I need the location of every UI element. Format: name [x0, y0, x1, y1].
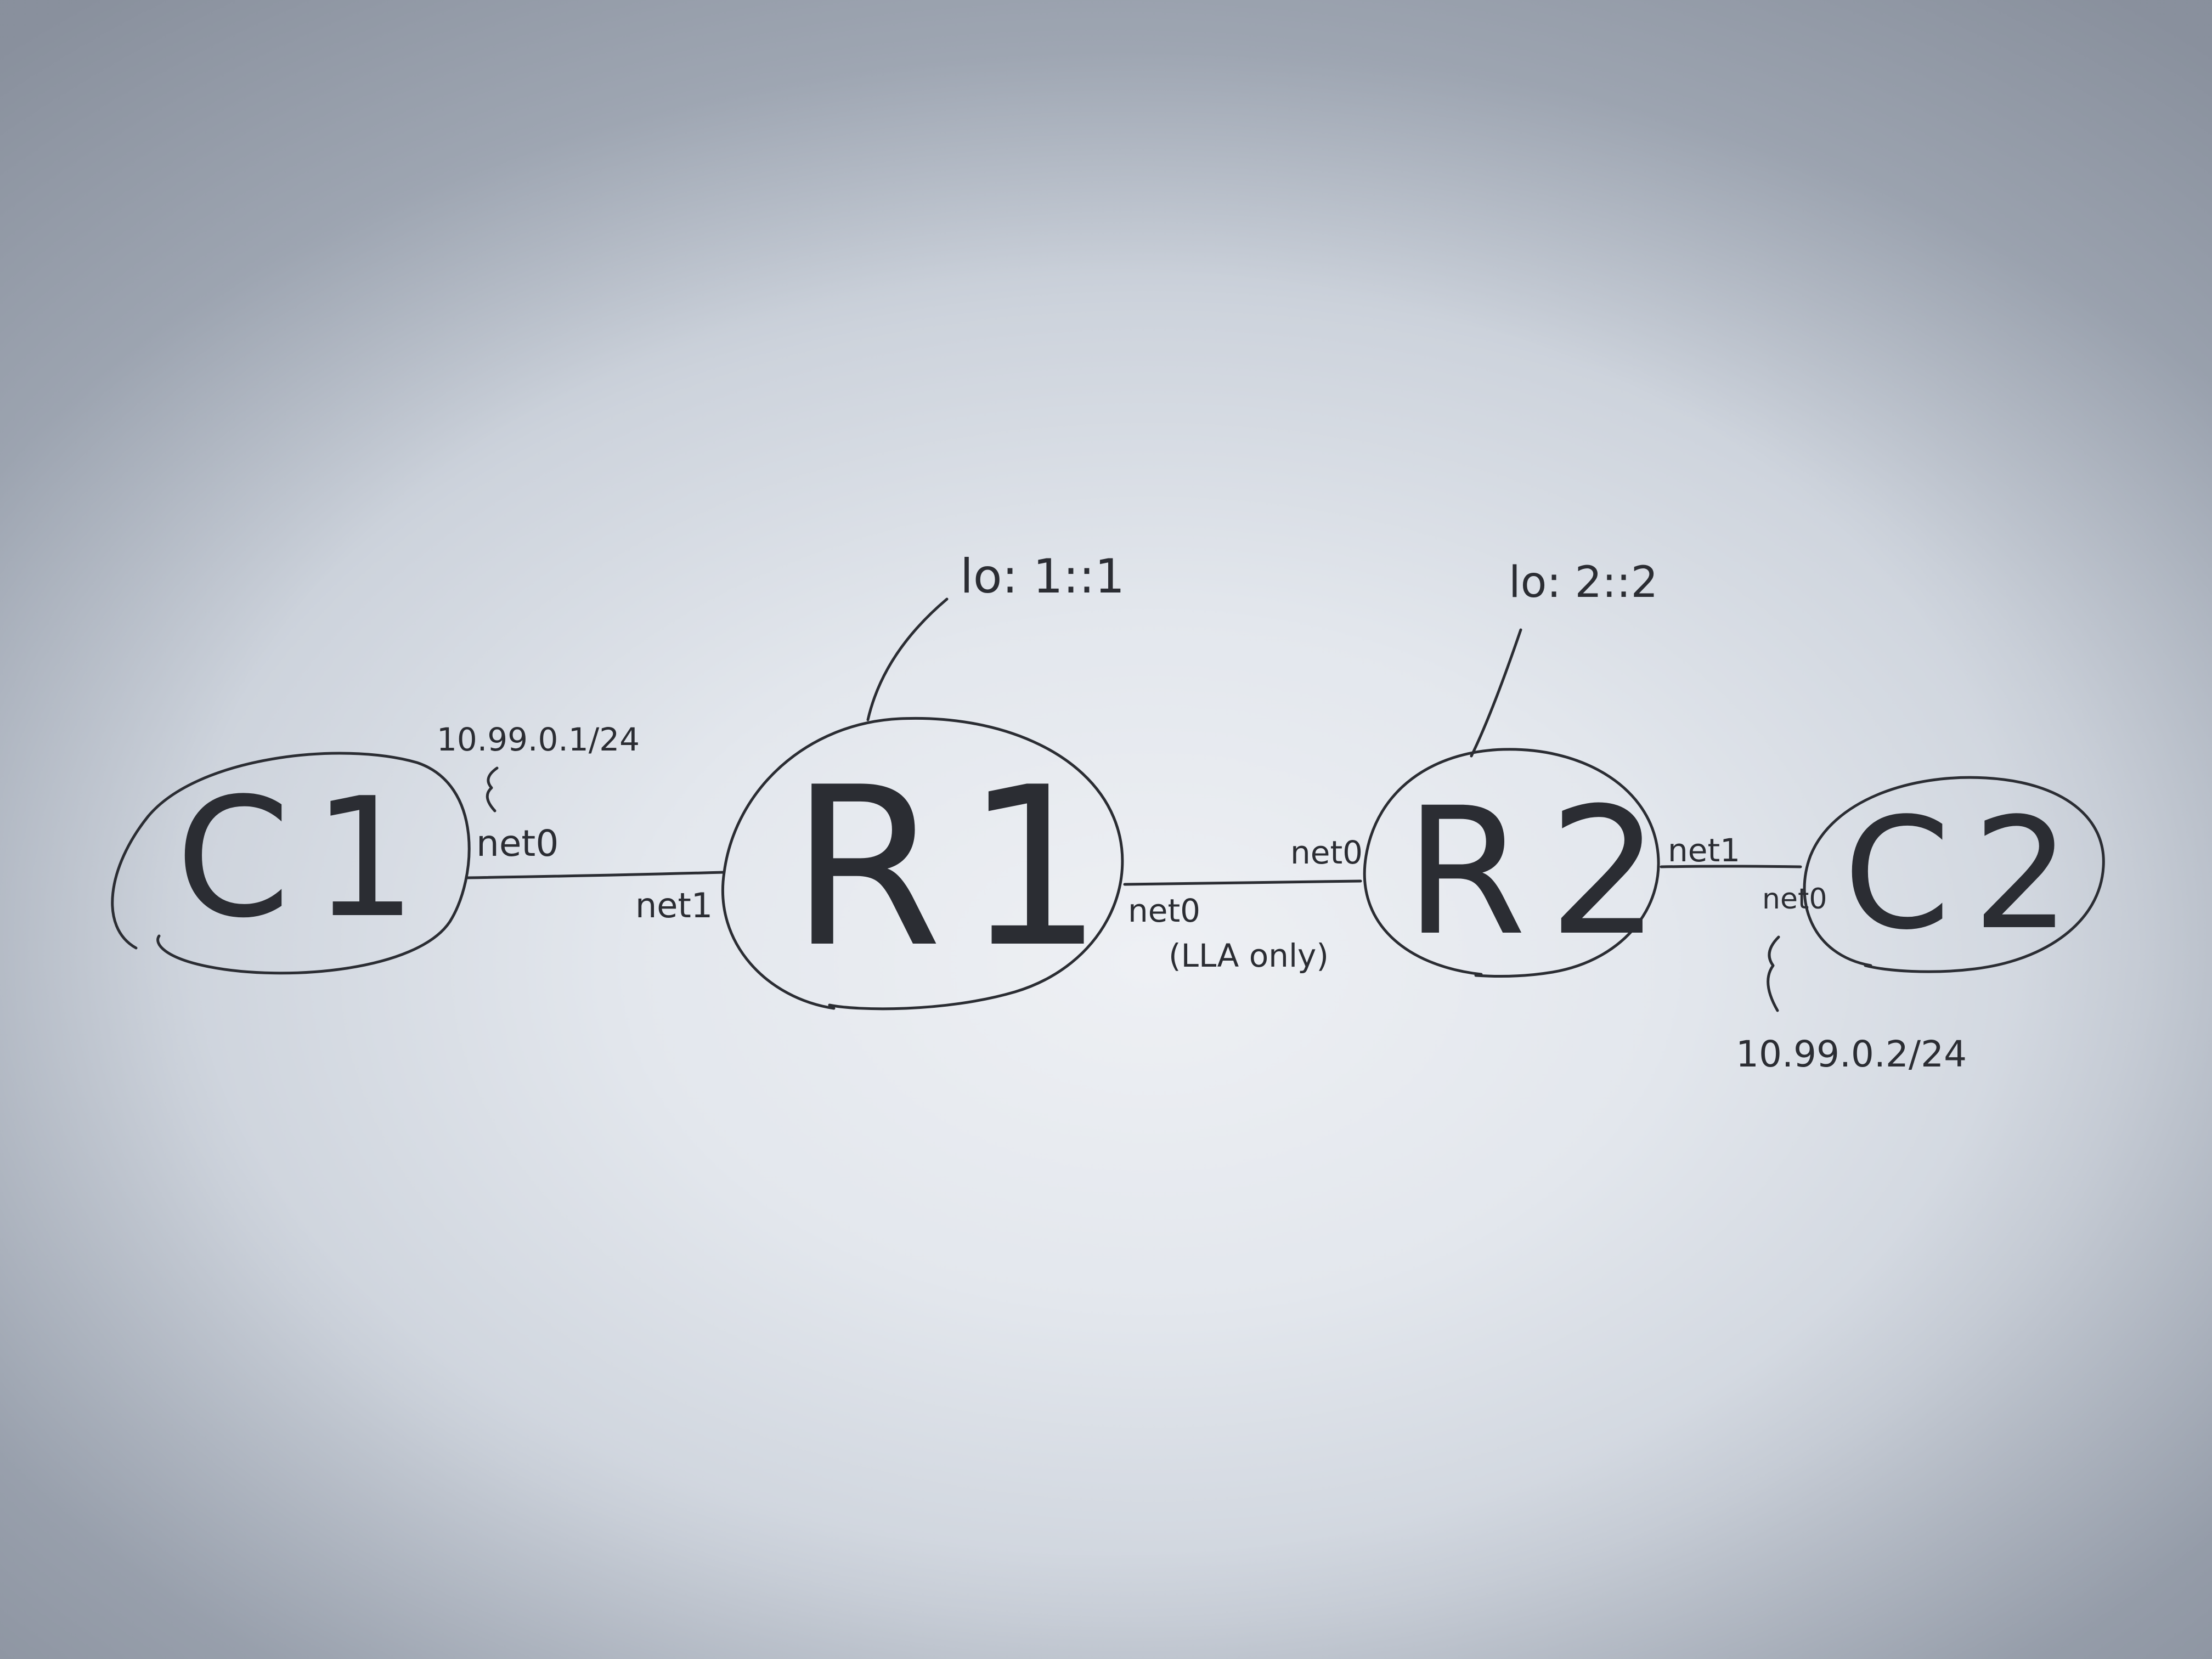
link-c1-r1: [466, 871, 726, 879]
c2-brace-icon: [1767, 935, 1780, 1012]
c2-ip-address: 10.99.0.2/24: [1736, 1033, 1967, 1075]
r2-net0-label: net0: [1290, 834, 1363, 871]
node-r1: R1: [721, 716, 1126, 1011]
c1-brace-icon: [486, 766, 499, 812]
node-r1-outline: [721, 716, 1124, 1011]
node-c2: C2: [1803, 776, 2105, 973]
c1-net0-label: net0: [476, 822, 558, 865]
callout-line-r2-loopback: [1470, 628, 1522, 758]
c1-ip-address: 10.99.0.1/24: [437, 721, 640, 758]
node-r2: R2: [1363, 748, 1682, 978]
node-c1-outline: [111, 752, 471, 975]
r1-net1-label: net1: [635, 885, 713, 926]
r2-net1-label: net1: [1668, 832, 1740, 869]
node-c2-outline: [1803, 776, 2105, 973]
node-c1: C1: [111, 752, 471, 975]
c2-net0-label: net0: [1762, 883, 1827, 916]
link-r2-c2: [1660, 865, 1802, 868]
node-c2-label: C2: [1843, 785, 2092, 964]
node-r1-label: R1: [790, 741, 1126, 996]
r1-net0-label: net0: [1128, 892, 1200, 929]
node-r2-outline: [1363, 748, 1660, 978]
callout-line-r1-loopback: [866, 597, 949, 721]
node-c1-label: C1: [176, 763, 439, 954]
r2-loopback-label: lo: 2::2: [1509, 558, 1658, 607]
r1-loopback-label: lo: 1::1: [960, 549, 1125, 604]
lla-only-note: (LLA only): [1169, 937, 1329, 974]
link-r1-r2: [1123, 879, 1362, 886]
node-r2-label: R2: [1404, 770, 1682, 974]
